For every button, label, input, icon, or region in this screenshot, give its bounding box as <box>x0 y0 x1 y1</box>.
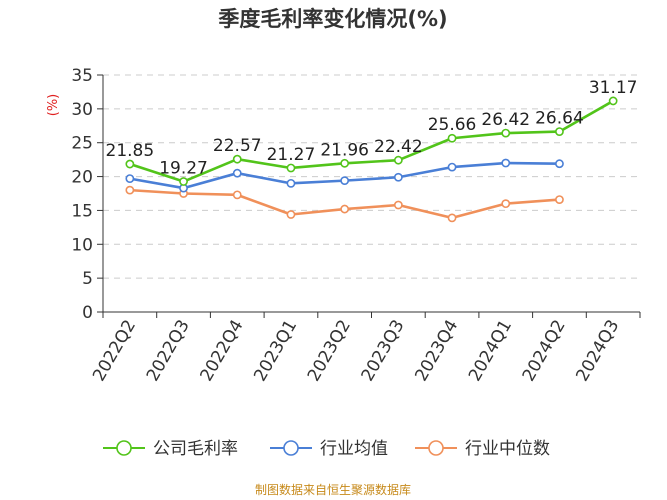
legend-marker <box>116 440 132 456</box>
data-point <box>286 210 296 219</box>
data-point <box>340 176 350 186</box>
data-point <box>179 177 188 186</box>
y-tick-label: 25 <box>71 134 93 154</box>
x-tick-label: 2024Q1 <box>465 317 516 385</box>
data-point <box>501 158 511 168</box>
data-point <box>232 190 242 200</box>
data-point <box>232 168 242 178</box>
x-tick-label: 2023Q4 <box>411 317 462 385</box>
data-label: 22.42 <box>374 137 423 157</box>
x-tick-label: 2023Q1 <box>250 317 301 385</box>
data-label: 21.96 <box>320 140 369 160</box>
chart-title: 季度毛利率变化情况(%) <box>218 7 447 31</box>
y-tick-label: 0 <box>82 303 93 323</box>
legend-label: 行业均值 <box>320 439 388 459</box>
legend-marker <box>283 440 299 456</box>
data-label: 22.57 <box>213 136 262 156</box>
legend: 公司毛利率 行业均值 行业中位数 <box>103 439 550 459</box>
legend-item: 公司毛利率 <box>103 439 238 459</box>
data-point <box>125 174 135 184</box>
legend-item: 行业中位数 <box>415 439 550 459</box>
data-point <box>501 199 511 209</box>
data-label: 26.64 <box>535 109 584 129</box>
data-point <box>447 162 457 172</box>
data-point <box>393 172 403 182</box>
data-point <box>447 213 457 223</box>
data-point <box>393 200 403 210</box>
y-tick-label: 30 <box>71 100 93 120</box>
data-point <box>555 195 564 204</box>
series-行业中位数 <box>125 185 564 223</box>
series-公司毛利率 <box>125 96 618 186</box>
data-point <box>608 96 618 106</box>
data-point <box>125 159 135 169</box>
data-label: 21.27 <box>267 145 316 165</box>
y-tick-label: 5 <box>82 269 93 289</box>
y-tick-label: 35 <box>71 66 93 86</box>
series-行业均值 <box>125 158 564 193</box>
x-tick-label: 2023Q2 <box>304 317 355 385</box>
source-note: 制图数据来自恒生聚源数据库 <box>255 482 411 497</box>
y-axis-unit-label: (%) <box>46 94 61 117</box>
y-tick-label: 10 <box>71 235 93 255</box>
data-label: 21.85 <box>106 141 155 161</box>
data-point <box>501 128 511 138</box>
legend-label: 行业中位数 <box>465 439 550 459</box>
x-tick-label: 2022Q3 <box>143 317 194 385</box>
y-tick-label: 20 <box>71 168 93 188</box>
data-point <box>286 178 296 188</box>
data-point <box>447 133 457 143</box>
x-tick-label: 2024Q3 <box>572 317 623 385</box>
x-tick-label: 2023Q3 <box>358 317 409 385</box>
series-layer <box>125 96 618 223</box>
data-point <box>555 159 564 169</box>
series-line <box>129 99 614 183</box>
data-point <box>393 155 403 165</box>
data-point <box>340 204 350 214</box>
series-line <box>129 188 560 220</box>
x-tick-label: 2024Q2 <box>519 317 570 385</box>
data-point <box>340 158 350 168</box>
legend-marker <box>428 440 444 456</box>
data-point <box>286 163 296 173</box>
data-point <box>232 154 242 164</box>
data-point <box>555 127 564 137</box>
data-label: 19.27 <box>159 159 208 179</box>
data-label: 31.17 <box>589 78 638 98</box>
data-label: 26.42 <box>481 110 530 130</box>
legend-item: 行业均值 <box>270 439 388 459</box>
y-tick-label: 15 <box>71 201 93 221</box>
x-tick-label: 2022Q4 <box>197 317 248 385</box>
data-point <box>125 185 135 195</box>
data-label: 25.66 <box>428 115 477 135</box>
legend-label: 公司毛利率 <box>153 439 238 459</box>
x-tick-label: 2022Q2 <box>89 317 140 385</box>
